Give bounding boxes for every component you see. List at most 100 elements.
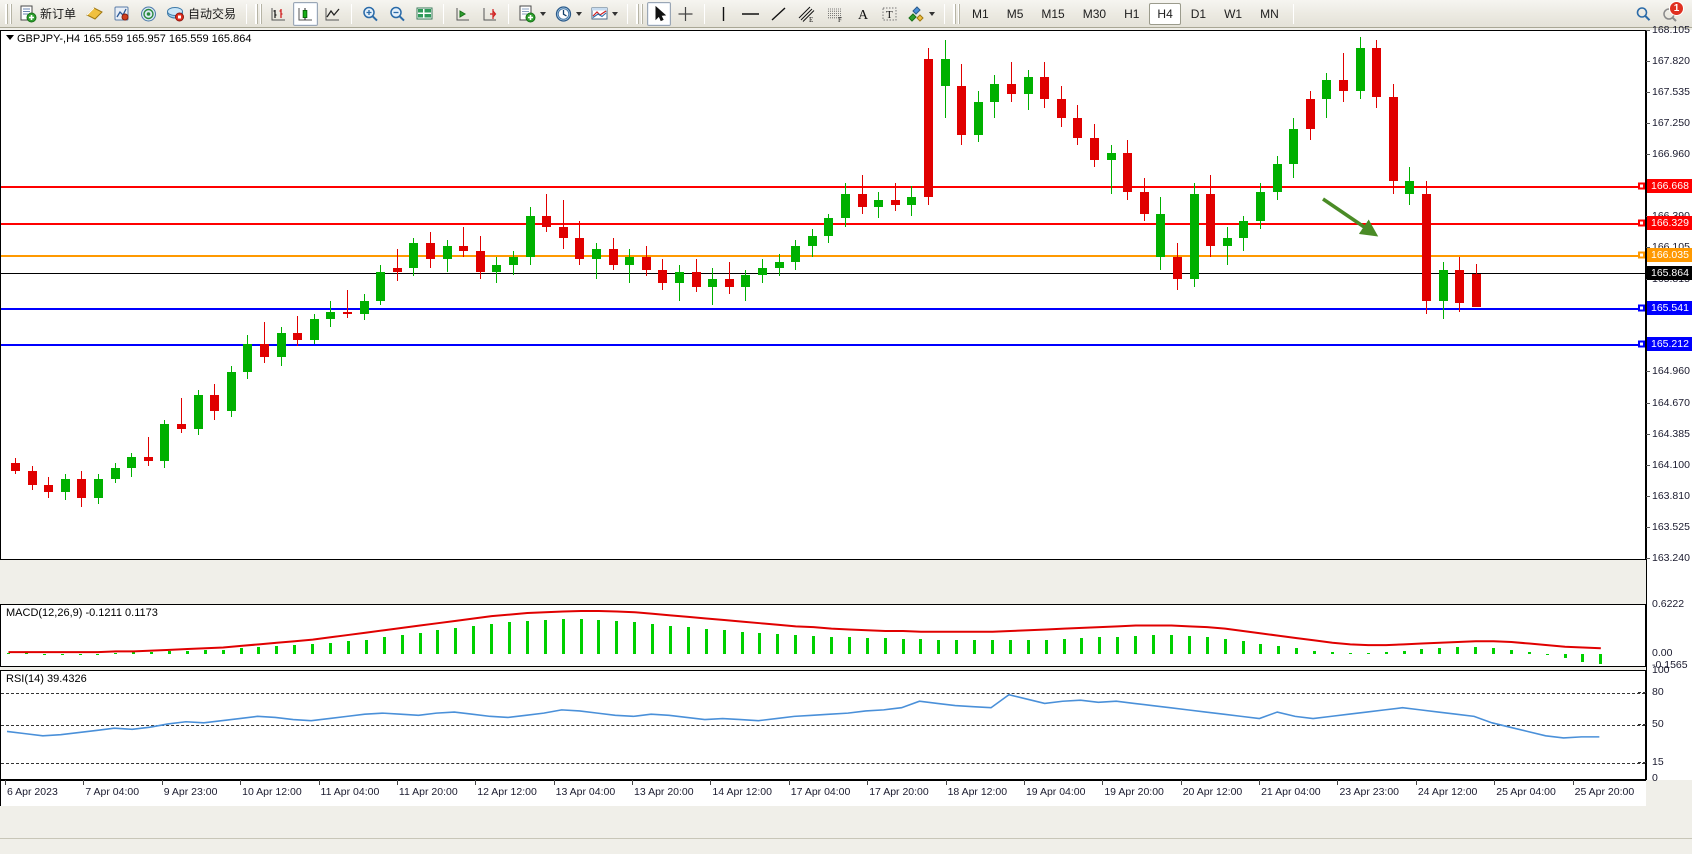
- level-line-resistance-1[interactable]: [1, 185, 1645, 188]
- templates-button[interactable]: [515, 2, 549, 26]
- chart-symbol-label[interactable]: GBPJPY-,H4 165.559 165.957 165.559 165.8…: [5, 33, 253, 45]
- macd-title: MACD(12,26,9) -0.1211 0.1173: [5, 607, 159, 619]
- time-tick: [5, 780, 6, 785]
- time-tick-label: 24 Apr 12:00: [1417, 786, 1478, 798]
- macd-histogram-bar: [1169, 634, 1173, 654]
- candle-wick: [264, 322, 265, 363]
- candle-body: [774, 261, 784, 269]
- candle-wick: [1343, 53, 1344, 103]
- expert-advisors-icon: [114, 6, 129, 20]
- toolbar-grip-3[interactable]: [636, 3, 644, 24]
- price-tick: [1646, 402, 1650, 404]
- macd-pane[interactable]: MACD(12,26,9) -0.1211 0.1173: [0, 604, 1646, 667]
- chevron-down-icon-3[interactable]: [612, 11, 619, 16]
- candlestick-chart-button[interactable]: [293, 1, 319, 26]
- chevron-down-icon-4[interactable]: [929, 11, 936, 16]
- rsi-tick-label: 50: [1652, 718, 1664, 730]
- level-line-pivot[interactable]: [1, 254, 1645, 257]
- timeframe-h4[interactable]: H4: [1149, 2, 1181, 25]
- signals-button[interactable]: [136, 2, 161, 26]
- cursor-button[interactable]: [647, 1, 672, 26]
- candle-body: [1339, 80, 1348, 92]
- price-chart-pane[interactable]: GBPJPY-,H4 165.559 165.957 165.559 165.8…: [0, 30, 1646, 560]
- zoom-in-button[interactable]: [358, 2, 383, 26]
- level-line-support-2[interactable]: [1, 343, 1645, 346]
- rsi-canvas[interactable]: [1, 671, 1645, 779]
- timeframe-mn[interactable]: MN: [1260, 6, 1279, 21]
- price-level-handle[interactable]: [1638, 251, 1645, 259]
- price-axis[interactable]: 168.105 167.820 167.535 167.250 166.960 166.6…: [1638, 24, 1692, 784]
- price-level-label-166-668[interactable]: 166.668: [1647, 178, 1692, 193]
- expert-advisors-button[interactable]: [109, 2, 134, 26]
- candle-body: [807, 235, 817, 247]
- toolbar-grip-4[interactable]: [953, 3, 961, 24]
- chevron-down-icon-2[interactable]: [576, 11, 583, 16]
- macd-histogram-bar: [346, 641, 350, 654]
- auto-scroll-icon: [483, 7, 497, 20]
- timeframe-d1[interactable]: D1: [1190, 6, 1207, 21]
- candle-body: [824, 218, 834, 236]
- text-box-button[interactable]: T: [877, 2, 902, 26]
- price-level-label-165-864[interactable]: 165.864: [1647, 266, 1692, 281]
- price-level-label-166-035[interactable]: 166.035: [1647, 247, 1692, 262]
- autotrading-button[interactable]: 自动交易: [163, 2, 240, 26]
- price-level-label-165-541[interactable]: 165.541: [1647, 301, 1692, 316]
- macd-histogram-bar: [185, 650, 189, 654]
- timeframe-h1[interactable]: H1: [1124, 6, 1140, 21]
- price-level-label-166-329[interactable]: 166.329: [1647, 215, 1692, 230]
- time-tick: [945, 780, 947, 785]
- price-level-handle[interactable]: [1638, 304, 1645, 312]
- candle-body: [359, 300, 369, 314]
- line-chart-button[interactable]: [320, 2, 345, 26]
- fibonacci-button[interactable]: F: [822, 2, 849, 26]
- crosshair-button[interactable]: [673, 2, 698, 26]
- timeframe-m1[interactable]: M1: [972, 6, 989, 21]
- price-level-label-165-212[interactable]: 165.212: [1647, 336, 1692, 351]
- timeframe-m5[interactable]: M5: [1006, 6, 1024, 21]
- macd-histogram-bar: [651, 623, 655, 654]
- time-tick: [83, 780, 85, 785]
- timeframe-m30[interactable]: M30: [1082, 6, 1107, 21]
- indicators-button[interactable]: [82, 2, 107, 26]
- text-label-button[interactable]: A: [851, 2, 875, 26]
- vertical-line-button[interactable]: [711, 2, 735, 26]
- bar-chart-button[interactable]: [266, 2, 291, 26]
- level-line-support-1[interactable]: [1, 308, 1645, 311]
- chevron-down-icon[interactable]: [540, 11, 547, 16]
- collapse-triangle-icon[interactable]: [6, 35, 14, 40]
- timeframe-w1[interactable]: W1: [1224, 6, 1243, 21]
- price-chart-canvas[interactable]: [1, 31, 1645, 559]
- search-button[interactable]: [1631, 2, 1656, 26]
- level-line-current-price[interactable]: [1, 273, 1645, 275]
- trendline-button[interactable]: [766, 2, 791, 26]
- price-level-handle[interactable]: [1638, 182, 1645, 190]
- shapes-button[interactable]: [904, 2, 938, 26]
- macd-histogram-bar: [1098, 637, 1102, 654]
- candle-wick: [1011, 61, 1012, 103]
- indicator-list-button[interactable]: [587, 2, 621, 26]
- zoom-out-button[interactable]: [385, 2, 410, 26]
- candle-body: [1405, 181, 1415, 195]
- timeframe-m15[interactable]: M15: [1041, 6, 1065, 21]
- alerts-button[interactable]: 1: [1658, 0, 1684, 26]
- macd-histogram-bar: [1509, 649, 1513, 654]
- time-tick-label: 10 Apr 12:00: [242, 786, 302, 798]
- rsi-pane[interactable]: RSI(14) 39.4326: [0, 670, 1646, 780]
- level-line-resistance-2[interactable]: [1, 222, 1645, 225]
- horizontal-line-button[interactable]: [737, 2, 764, 26]
- toolbar-grip[interactable]: [5, 3, 12, 24]
- macd-canvas[interactable]: [1, 605, 1645, 666]
- macd-histogram-bar: [668, 625, 672, 654]
- candle-body: [1040, 77, 1050, 99]
- price-tick: [1646, 496, 1650, 498]
- time-axis[interactable]: 6 Apr 2023 7 Apr 04:00 9 Apr 23:00 10 Apr 1…: [0, 780, 1646, 806]
- period-button[interactable]: [551, 2, 585, 26]
- price-level-handle[interactable]: [1638, 340, 1645, 348]
- data-window-button[interactable]: [412, 2, 437, 26]
- new-order-button[interactable]: 新订单: [16, 2, 80, 26]
- equidistant-channel-button[interactable]: E: [793, 2, 820, 26]
- toolbar-grip-2[interactable]: [255, 3, 263, 24]
- price-level-handle[interactable]: [1638, 219, 1645, 227]
- auto-scroll-button[interactable]: [477, 2, 502, 26]
- shift-end-button[interactable]: [450, 2, 475, 26]
